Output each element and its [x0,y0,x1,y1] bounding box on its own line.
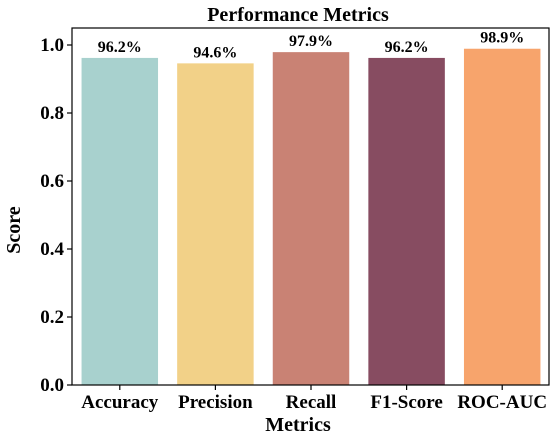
y-axis-label: Score [3,206,25,254]
data-label: 94.6% [193,44,237,61]
y-tick-label: 0.4 [40,239,64,260]
bar-accuracy [81,57,159,386]
plot-area: 96.2% Accuracy 94.6% Precision 97.9% Recall 96… [40,27,550,413]
x-tick-label: F1-Score [370,392,442,413]
x-tick-label: Accuracy [81,392,159,413]
x-tick-label: Precision [178,392,253,413]
y-tick-label: 1.0 [40,35,64,56]
y-tick-label: 0.8 [40,103,64,124]
bar-recall [272,52,350,385]
data-label: 96.2% [385,39,429,56]
x-axis-label: Metrics [265,414,331,436]
data-label: 97.9% [289,33,333,50]
y-tick-label: 0.6 [40,171,64,192]
y-tick-label: 0.2 [40,307,64,328]
x-tick-label: Recall [286,392,337,413]
plot-frame [71,27,550,386]
y-tick-label: 0.0 [40,375,64,396]
chart-title: Performance Metrics [207,4,389,26]
data-label: 96.2% [98,39,142,56]
bar-roc-auc [463,48,541,386]
bar-precision [177,63,254,386]
bar-f1-score [368,57,445,386]
data-label: 98.9% [480,30,524,47]
x-tick-label: ROC-AUC [457,392,547,413]
